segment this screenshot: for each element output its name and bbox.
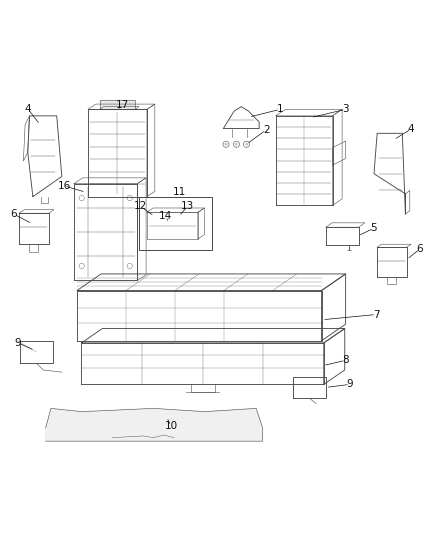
Polygon shape: [100, 100, 135, 109]
Text: 6: 6: [417, 244, 423, 254]
Text: 9: 9: [346, 379, 353, 390]
Text: 8: 8: [343, 356, 349, 365]
Text: 3: 3: [343, 104, 349, 114]
Text: 12: 12: [134, 201, 147, 211]
Text: 2: 2: [263, 125, 269, 135]
Text: 5: 5: [371, 223, 377, 233]
Text: 17: 17: [116, 100, 129, 110]
Text: 16: 16: [57, 181, 71, 191]
Text: 4: 4: [25, 104, 32, 114]
Text: 11: 11: [173, 187, 186, 197]
Text: 14: 14: [159, 211, 173, 221]
Bar: [139, 197, 212, 250]
Text: 10: 10: [164, 421, 177, 431]
Text: 9: 9: [15, 338, 21, 348]
Text: 6: 6: [11, 209, 17, 219]
Polygon shape: [46, 408, 263, 441]
Text: 4: 4: [408, 124, 414, 134]
Text: 1: 1: [277, 104, 283, 114]
Text: 13: 13: [181, 201, 194, 211]
Text: 7: 7: [373, 310, 379, 319]
